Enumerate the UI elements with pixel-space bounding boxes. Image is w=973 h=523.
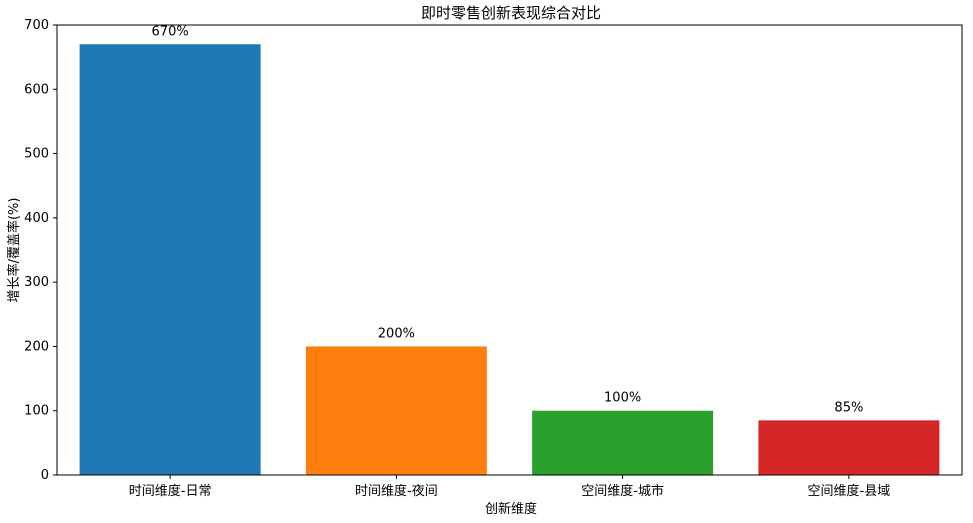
plot-frame bbox=[56, 24, 963, 476]
x-tick-label-3: 空间维度-城市 bbox=[581, 483, 664, 499]
bar-value-label-3: 100% bbox=[604, 391, 641, 406]
y-tick-label-700: 700 bbox=[24, 18, 49, 33]
y-tick-label-500: 500 bbox=[24, 147, 49, 162]
y-tick-label-600: 600 bbox=[24, 82, 49, 97]
y-axis-title: 增长率/覆盖率(%) bbox=[6, 198, 22, 303]
chart-title: 即时零售创新表现综合对比 bbox=[421, 4, 601, 22]
bar-value-label-2: 200% bbox=[378, 326, 415, 341]
x-tick-label-1: 时间维度-日常 bbox=[129, 483, 212, 499]
x-tick-label-4: 空间维度-县域 bbox=[808, 483, 891, 499]
bar-value-label-4: 85% bbox=[834, 400, 863, 415]
y-tick-label-0: 0 bbox=[41, 468, 49, 483]
bar-value-label-1: 670% bbox=[152, 24, 189, 39]
x-axis-title: 创新维度 bbox=[485, 501, 537, 517]
bar-3 bbox=[532, 410, 714, 475]
bar-2 bbox=[305, 346, 487, 475]
y-tick-label-400: 400 bbox=[24, 211, 49, 226]
plot-area: 670% 时间维度-日常 200% 时间维度-夜间 100% 空间维度-城市 85% 空间维度… bbox=[24, 18, 963, 499]
y-tick-label-200: 200 bbox=[24, 339, 49, 354]
x-tick-label-2: 时间维度-夜间 bbox=[355, 483, 438, 499]
y-tick-label-300: 300 bbox=[24, 275, 49, 290]
bar-4 bbox=[758, 420, 940, 475]
bar-1 bbox=[79, 44, 261, 476]
y-tick-label-100: 100 bbox=[24, 404, 49, 419]
